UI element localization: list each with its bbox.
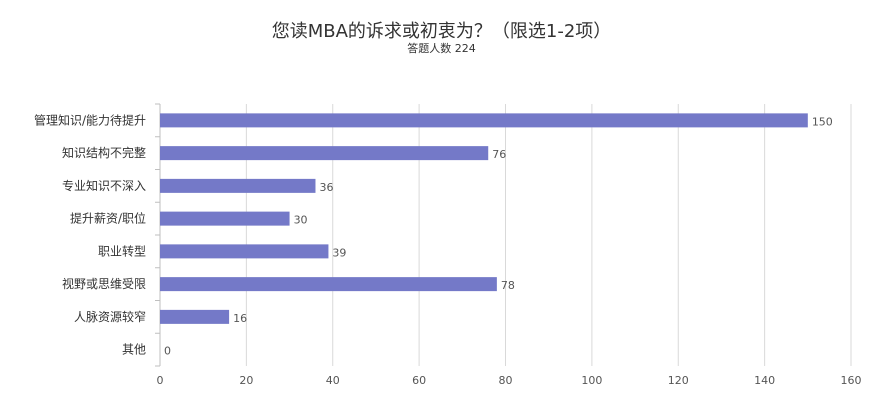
- data-label: 30: [294, 214, 308, 227]
- bar: [160, 244, 329, 259]
- category-label: 其他: [122, 343, 146, 357]
- bar: [160, 113, 808, 128]
- category-label: 人脉资源较窄: [74, 309, 146, 324]
- data-label: 36: [319, 181, 333, 194]
- x-tick-label: 80: [499, 374, 513, 387]
- data-label: 78: [501, 279, 515, 292]
- category-label: 视野或思维受限: [62, 276, 146, 291]
- data-label: 39: [332, 246, 346, 259]
- bar: [160, 277, 497, 292]
- bar: [160, 309, 230, 324]
- bar: [160, 211, 290, 226]
- category-label: 管理知识/能力待提升: [34, 112, 146, 127]
- x-tick-label: 100: [581, 374, 602, 387]
- x-tick-label: 120: [668, 374, 689, 387]
- category-label: 职业转型: [98, 243, 146, 258]
- data-label: 76: [492, 148, 506, 161]
- x-tick-label: 140: [754, 374, 775, 387]
- bar: [160, 146, 489, 161]
- x-tick-label: 0: [157, 374, 164, 387]
- chart-title: 您读MBA的诉求或初衷为？（限选1-2项）: [271, 21, 612, 42]
- bar: [160, 178, 316, 193]
- data-label: 0: [164, 345, 171, 358]
- category-label: 知识结构不完整: [62, 145, 146, 160]
- x-tick-label: 20: [239, 374, 253, 387]
- data-label: 16: [233, 312, 247, 325]
- chart-subtitle: 答题人数 224: [407, 42, 476, 55]
- x-tick-label: 40: [326, 374, 340, 387]
- category-label: 提升薪资/职位: [70, 211, 146, 226]
- data-label: 150: [812, 115, 833, 128]
- x-tick-label: 60: [412, 374, 426, 387]
- category-label: 专业知识不深入: [62, 178, 146, 193]
- x-tick-label: 160: [841, 374, 862, 387]
